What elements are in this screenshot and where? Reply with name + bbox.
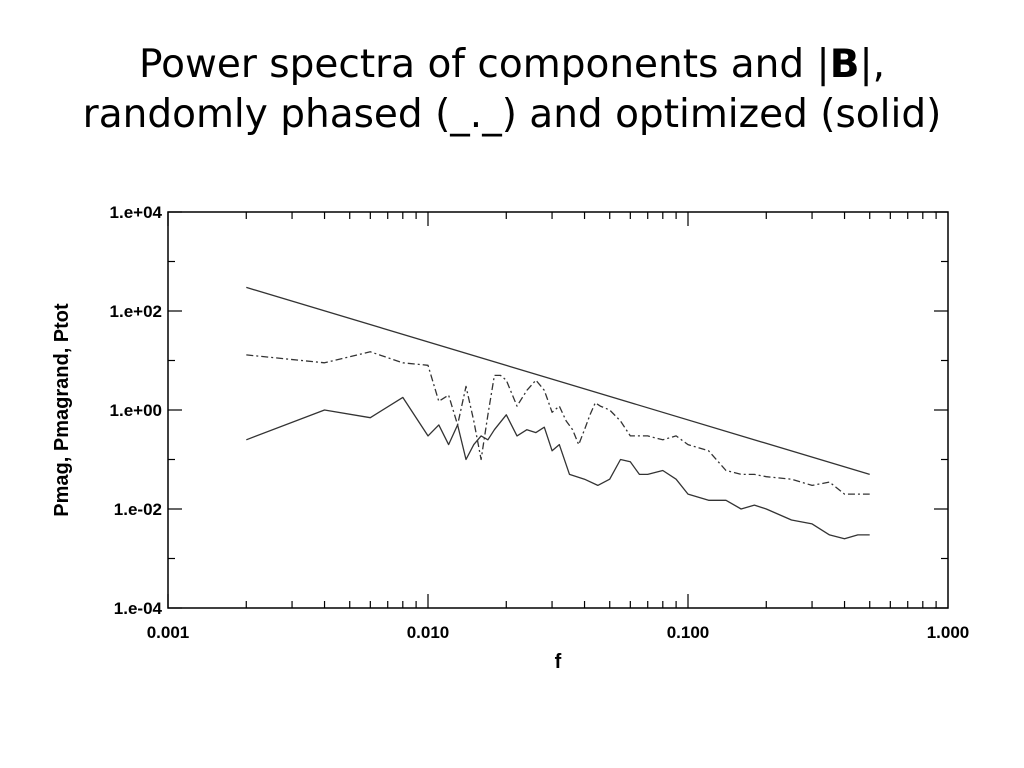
slide-title-line2: randomly phased (_._) and optimized (sol… (82, 92, 942, 137)
slide-title: Power spectra of components and |B|, ran… (0, 40, 1024, 140)
plot-frame (167, 211, 949, 609)
slide-title-line1: Power spectra of components and |B|, (0, 40, 1024, 90)
y-tick-label: 1.e+00 (110, 401, 162, 420)
title-line1-bold: B (829, 42, 860, 87)
title-line1-post: |, (859, 42, 885, 87)
y-tick-label: 1.e+04 (110, 203, 163, 222)
x-tick-label: 1.000 (927, 623, 970, 642)
series-line-2 (246, 351, 870, 495)
series-line-3 (246, 396, 870, 540)
tick-labels: 0.001 0.010 0.100 1.000 1.e-04 1.e-02 1.e+00 1.… (110, 203, 970, 642)
x-tick-label: 0.010 (407, 623, 450, 642)
x-axis-title: f (555, 651, 562, 673)
axis-ticks (167, 211, 948, 609)
x-tick-label: 0.001 (147, 623, 190, 642)
y-axis-title: Pmag, Pmagrand, Ptot (51, 303, 73, 517)
y-tick-label: 1.e+02 (110, 302, 162, 321)
x-tick-label: 0.100 (667, 623, 710, 642)
series-group (246, 286, 870, 540)
title-line1-pre: Power spectra of components and | (139, 42, 830, 87)
y-tick-label: 1.e-02 (114, 500, 162, 519)
y-tick-label: 1.e-04 (114, 599, 163, 618)
series-line-1 (246, 286, 870, 476)
